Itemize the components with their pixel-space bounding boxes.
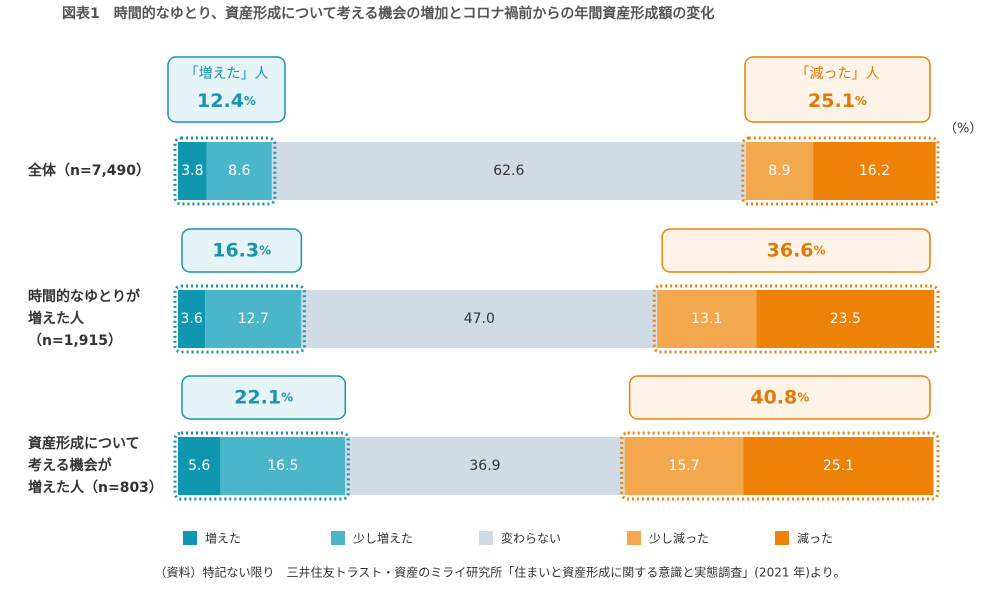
bar-segment	[624, 437, 744, 495]
increase-outline	[173, 431, 350, 501]
category-label: 増えた人（n=803）	[28, 479, 163, 496]
legend-swatch	[627, 531, 641, 545]
value-label: 3.8	[181, 163, 203, 179]
decrease-callout	[628, 375, 931, 420]
increase-callout	[167, 56, 286, 123]
total-number: 22.1	[234, 386, 281, 408]
total-number: 16.3	[212, 239, 259, 261]
decrease-outline	[652, 284, 940, 354]
total-number: 12.4	[197, 90, 244, 112]
bar-segment	[220, 437, 346, 495]
bar-segment	[813, 142, 936, 200]
bar-segment	[178, 437, 221, 495]
value-label: 3.6	[180, 311, 202, 327]
value-label: 5.6	[188, 458, 210, 474]
bar-segment	[657, 290, 757, 348]
value-label: 13.1	[691, 311, 722, 327]
category-label: 資産形成について	[28, 435, 140, 452]
value-label: 23.5	[830, 311, 861, 327]
bar-segment	[745, 142, 814, 200]
bar-segment	[178, 290, 206, 348]
chart-title: 図表1 時間的なゆとり、資産形成について考える機会の増加とコロナ禍前からの年間資…	[62, 5, 714, 22]
total-number: 25.1	[808, 90, 855, 112]
value-label: 8.9	[768, 163, 790, 179]
legend-label: 増えた	[205, 532, 241, 546]
increase-total: 12.4%	[197, 90, 256, 112]
bar-segment	[178, 142, 207, 200]
legend-label: 少し増えた	[353, 532, 413, 546]
decrease-outline	[620, 431, 940, 501]
bar-segment	[756, 290, 935, 348]
category-label: 時間的なゆとりが	[28, 288, 141, 305]
unit-label: （%）	[944, 122, 982, 137]
total-unit: %	[814, 243, 826, 257]
decrease-total: 25.1%	[808, 90, 867, 112]
decrease-total: 36.6%	[767, 239, 826, 261]
bar-segment	[301, 290, 658, 348]
total-unit: %	[259, 243, 271, 257]
bar-segment	[206, 142, 272, 200]
category-label: （n=1,915）	[28, 333, 122, 349]
value-label: 12.7	[238, 311, 269, 327]
bar-segment	[345, 437, 625, 495]
decrease-total: 40.8%	[750, 386, 809, 408]
total-number: 36.6	[767, 239, 814, 261]
value-label: 15.7	[668, 458, 699, 474]
total-unit: %	[244, 94, 256, 108]
legend-label: 変わらない	[501, 531, 561, 546]
category-label: 全体（n=7,490）	[27, 162, 150, 179]
value-label: 62.6	[493, 163, 524, 179]
bar-segment	[271, 142, 746, 200]
legend-swatch	[775, 531, 789, 545]
value-label: 36.9	[469, 458, 500, 474]
value-label: 16.2	[859, 163, 890, 179]
increase-callout	[181, 375, 347, 420]
value-label: 25.1	[823, 458, 854, 474]
total-unit: %	[855, 94, 867, 108]
value-label: 8.6	[228, 163, 250, 179]
bar-segment	[205, 290, 302, 348]
legend-swatch	[331, 531, 345, 545]
increase-callout	[181, 228, 303, 273]
decrease-outline	[741, 136, 940, 206]
total-unit: %	[797, 390, 809, 404]
increase-total: 22.1%	[234, 386, 293, 408]
category-label: 増えた人	[28, 310, 85, 327]
legend-swatch	[479, 531, 493, 545]
value-label: 16.5	[267, 458, 298, 474]
legend-label: 少し減った	[649, 531, 709, 546]
decrease-callout	[661, 228, 931, 273]
increase-heading: 「増えた」人	[185, 66, 269, 82]
legend-label: 減った	[797, 531, 833, 546]
increase-total: 16.3%	[212, 239, 271, 261]
bar-segment	[743, 437, 934, 495]
legend-swatch	[183, 531, 197, 545]
decrease-callout	[744, 56, 931, 123]
decrease-heading: 「減った」人	[796, 65, 880, 82]
source-note: （資料）特記ない限り 三井住友トラスト・資産のミライ研究所「住まいと資産形成に関…	[154, 565, 845, 580]
value-label: 47.0	[464, 311, 495, 327]
total-number: 40.8	[750, 386, 797, 408]
category-label: 考える機会が	[28, 457, 113, 474]
total-unit: %	[281, 390, 293, 404]
